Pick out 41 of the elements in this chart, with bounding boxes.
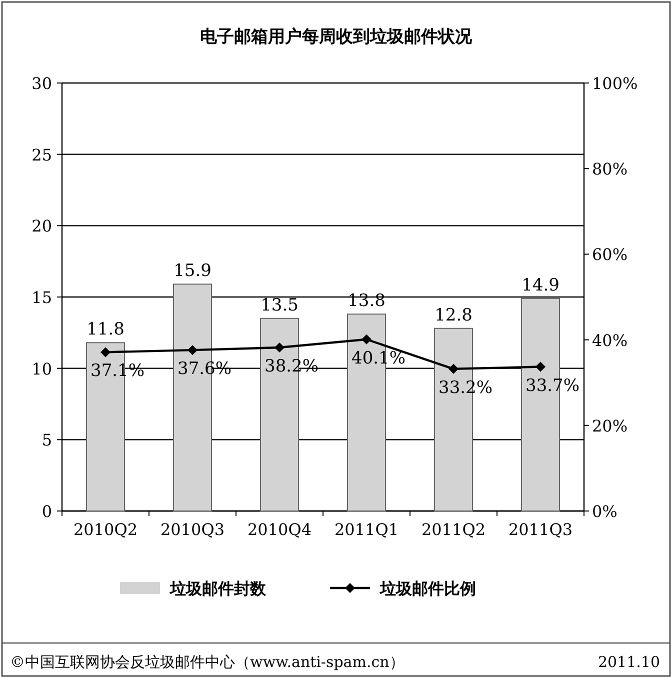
y2-tick-label: 60%: [592, 245, 628, 264]
y-tick-label: 30: [32, 74, 52, 93]
chart-title: 电子邮箱用户每周收到垃圾邮件状况: [200, 27, 473, 47]
data-label: 40.1%: [352, 348, 406, 368]
y2-tick-label: 80%: [592, 160, 628, 179]
point: [362, 334, 372, 344]
y-tick-label: 20: [32, 216, 52, 236]
y2-tick-label: 100%: [592, 74, 638, 93]
text: 2011.10: [598, 653, 660, 671]
data-label: 14.9: [522, 275, 560, 296]
data-label: 37.1%: [90, 361, 145, 382]
data-label: 11.8: [86, 320, 124, 340]
text: ©中国互联网协会反垃圾邮件中心（www.anti-spam.cn）: [10, 653, 404, 671]
legend-label: 垃圾邮件比例: [379, 579, 476, 598]
point: [188, 345, 198, 356]
y2-tick-label: 20%: [592, 416, 628, 436]
point: [448, 364, 458, 374]
x-tick-label: 2010Q2: [73, 520, 138, 539]
data-label: 38.2%: [264, 356, 319, 377]
y-tick-label: 0: [42, 502, 52, 521]
x-tick-label: 2010Q4: [247, 520, 312, 539]
x-tick-label: 2011Q2: [421, 520, 486, 539]
legend-label: 垃圾邮件封数: [169, 579, 267, 598]
y-tick-label: 5: [42, 430, 52, 450]
point: [274, 342, 284, 353]
point: [100, 347, 110, 358]
y-tick-label: 10: [32, 359, 52, 378]
data-label: 33.7%: [526, 376, 580, 396]
data-label: 15.9: [174, 261, 212, 282]
point: [536, 362, 546, 372]
data-label: 33.2%: [438, 378, 493, 398]
x-tick-label: 2011Q1: [334, 520, 399, 539]
x-tick-label: 2010Q3: [160, 520, 225, 539]
data-label: 13.5: [260, 295, 298, 316]
y-tick-label: 25: [32, 145, 52, 164]
y2-tick-label: 0%: [592, 502, 618, 521]
data-label: 12.8: [434, 305, 472, 326]
y-tick-label: 15: [32, 288, 52, 307]
y2-tick-label: 40%: [592, 330, 628, 350]
data-label: 37.6%: [178, 359, 232, 380]
x-tick-label: 2011Q3: [508, 520, 573, 539]
